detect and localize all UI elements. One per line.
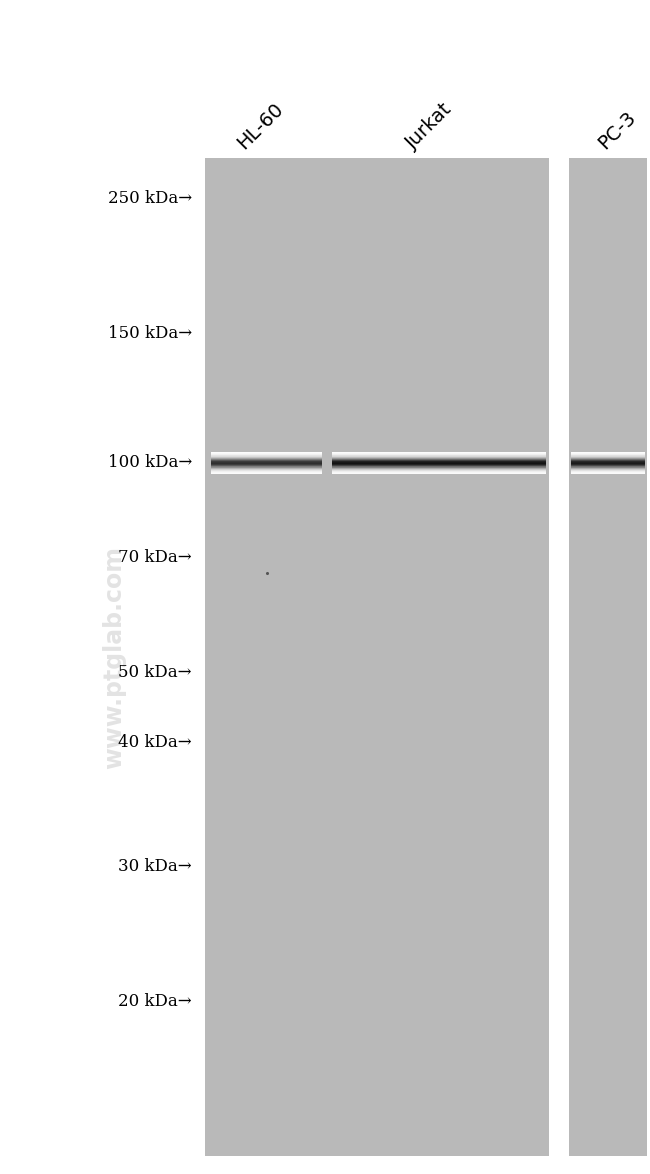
Text: 50 kDa→: 50 kDa→ (118, 664, 192, 681)
Bar (569, 158, 647, 1156)
Text: 40 kDa→: 40 kDa→ (118, 734, 192, 750)
Text: 250 kDa→: 250 kDa→ (108, 190, 192, 207)
Text: 30 kDa→: 30 kDa→ (118, 858, 192, 876)
Bar (205, 158, 549, 1156)
Text: 70 kDa→: 70 kDa→ (118, 549, 192, 566)
Text: Jurkat: Jurkat (402, 100, 456, 153)
Text: HL-60: HL-60 (233, 99, 287, 153)
Text: 150 kDa→: 150 kDa→ (108, 325, 192, 342)
Text: 20 kDa→: 20 kDa→ (118, 993, 192, 1010)
Text: 100 kDa→: 100 kDa→ (107, 454, 192, 471)
Text: www.ptglab.com: www.ptglab.com (102, 546, 125, 769)
Text: PC-3: PC-3 (594, 108, 640, 153)
